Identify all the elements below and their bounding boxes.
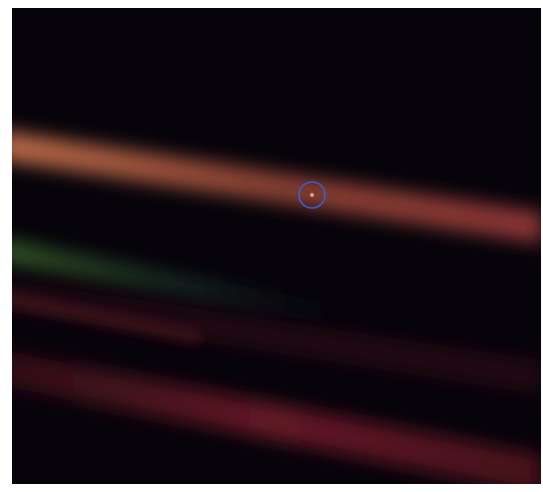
pale-dot: [310, 193, 314, 197]
highlight-circle: [298, 181, 326, 209]
sunbeam-orange: [12, 131, 541, 244]
sunbeam-green: [12, 240, 360, 330]
light-bands: [12, 131, 541, 484]
sunbeam-streak: [12, 292, 200, 345]
sunbeam-faint: [12, 281, 541, 395]
sunbeam-red: [12, 352, 541, 484]
